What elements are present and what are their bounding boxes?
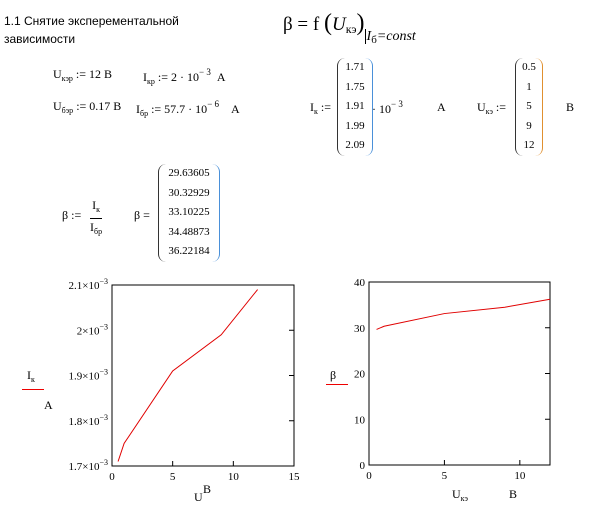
uke-unit: В (566, 100, 575, 114)
chart2-xlabel-unit: В (509, 487, 518, 501)
vector-element: 12 (523, 139, 535, 151)
ik-vector: 1.71 1.75 1.91 1.99 2.09 (337, 58, 373, 156)
y-tick-label: 20 (354, 369, 366, 381)
vector-element: 30.32929 (168, 186, 210, 199)
x-tick-label: 10 (228, 471, 240, 483)
ik-unit: А (437, 100, 446, 114)
vector-element: 1.99 (345, 119, 365, 132)
x-tick-label: 5 (442, 470, 448, 482)
y-tick-label: 2×10−3 (77, 322, 108, 337)
vector-element: 2.09 (345, 139, 365, 151)
y-tick-label: 1.9×10−3 (69, 368, 108, 383)
y-tick-label: 0 (360, 460, 366, 472)
heading-line1: 1.1 Снятие эксперементальной (4, 14, 179, 28)
y-tick-label: 2.1×10−3 (69, 277, 108, 292)
uke-vector: 0.5 1 5 9 12 (515, 58, 543, 156)
x-tick-label: 15 (289, 471, 301, 483)
heading-line2: зависимости (4, 32, 76, 46)
vector-element: 1.71 (345, 61, 365, 73)
x-tick-label: 10 (514, 470, 526, 482)
chart2-frame (368, 281, 551, 466)
chart1-ylabel-unit: А (44, 398, 53, 412)
y-tick-label: 10 (354, 414, 366, 426)
main-formula: β = f (Uкэ)Iб=const (283, 10, 416, 46)
ik-multiplier: · 10− 3 (372, 99, 403, 116)
chart1-frame (111, 284, 295, 467)
y-tick-label: 40 (354, 277, 366, 289)
def-ukep: Uкэр := 12 В (53, 67, 112, 83)
def-ikp: Iкр := 2 · 10− 3 А (143, 67, 226, 86)
def-ibp: Iбр := 57.7 · 10− 6 А (136, 99, 240, 118)
y-tick-label: 1.7×10−3 (69, 458, 108, 473)
uke-label: Uкэ := (477, 100, 506, 116)
chart2-legend-line (326, 384, 348, 385)
x-tick-label: 5 (170, 471, 176, 483)
charts: 1.7×10−3 1.8×10−3 1.9×10−3 2×10−3 2.1×10−3 0 5… (69, 277, 551, 483)
vector-element: 5 (526, 100, 532, 112)
vector-element: 29.63605 (168, 167, 210, 179)
x-tick-label: 0 (366, 470, 372, 482)
vector-element: 33.10225 (168, 206, 210, 218)
beta-vector: 29.63605 30.32929 33.10225 34.48873 36.22184 (158, 164, 220, 262)
beta-def-lhs: β := (62, 208, 82, 222)
y-tick-label: 1.8×10−3 (69, 413, 108, 428)
vector-element: 0.5 (522, 61, 536, 73)
beta-res-lhs: β = (134, 208, 150, 222)
beta-def-fraction: Iк Iбр (90, 198, 103, 236)
vector-element: 1.91 (345, 100, 365, 112)
y-tick-label: 30 (354, 323, 366, 335)
chart1-xlabel-unit: В (203, 482, 212, 496)
chart2-xlabel: Uкэ (452, 487, 468, 503)
vector-element: 34.48873 (168, 225, 210, 238)
chart1-legend-line (22, 389, 44, 390)
x-tick-label: 0 (109, 471, 115, 483)
chart2-ylabel: β (330, 368, 337, 382)
chart1-ylabel: Iк (27, 368, 35, 384)
def-ubep: Uбэр := 0.17 В (53, 99, 122, 115)
vector-element: 36.22184 (168, 245, 210, 257)
chart1-series-line (117, 289, 258, 462)
vector-element: 1 (526, 80, 532, 93)
chart1-xlabel: U (194, 490, 203, 504)
vector-element: 9 (526, 119, 532, 132)
chart2-series-line (376, 298, 551, 330)
ik-label: Iк := (310, 100, 331, 116)
vector-element: 1.75 (345, 80, 365, 93)
